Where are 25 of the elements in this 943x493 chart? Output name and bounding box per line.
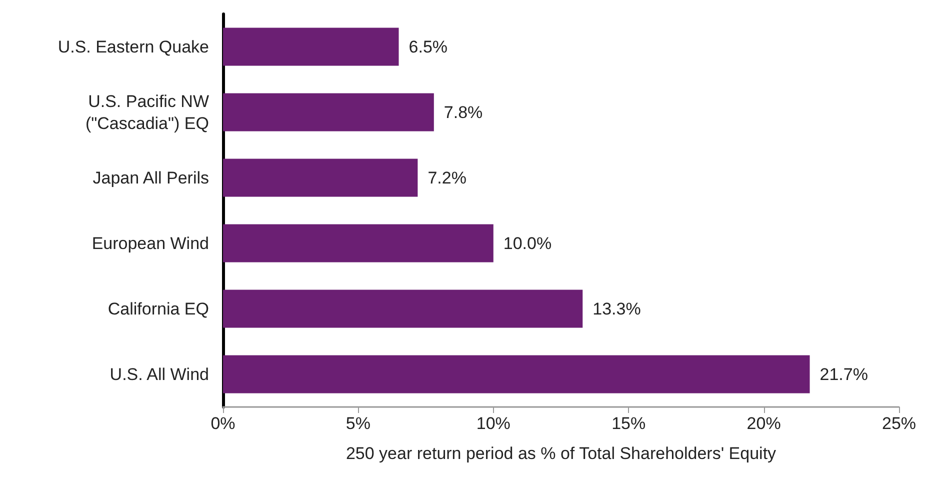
bar	[223, 158, 418, 197]
data-label: 13.3%	[592, 299, 641, 318]
y-tick-label: U.S. Pacific NW ("Cascadia") EQ	[85, 92, 209, 133]
bar	[223, 224, 494, 262]
data-label: 6.5%	[408, 37, 448, 56]
x-tick-label: 20%	[746, 414, 781, 433]
bar	[223, 28, 399, 66]
data-label: 7.8%	[444, 102, 483, 122]
y-tick-label: Japan All Perils	[92, 168, 209, 188]
data-label: 10.0%	[503, 234, 552, 253]
data-label: 7.2%	[428, 168, 466, 188]
bar	[223, 290, 583, 328]
y-tick-label: European Wind	[92, 234, 209, 253]
y-tick-label: U.S. Eastern Quake	[58, 37, 209, 56]
bar	[223, 93, 434, 132]
x-tick-label: 0%	[210, 414, 236, 433]
y-tick-label: California EQ	[108, 299, 209, 318]
x-tick-label: 25%	[882, 414, 916, 433]
x-axis-title: 250 year return period as % of Total Shareholders' Equity	[346, 444, 777, 463]
data-label: 21.7%	[820, 364, 868, 384]
bar	[223, 355, 810, 394]
x-tick-label: 15%	[612, 414, 646, 433]
x-tick-label: 5%	[346, 414, 370, 433]
x-tick-label: 10%	[476, 414, 510, 433]
y-tick-label: U.S. All Wind	[110, 364, 209, 384]
